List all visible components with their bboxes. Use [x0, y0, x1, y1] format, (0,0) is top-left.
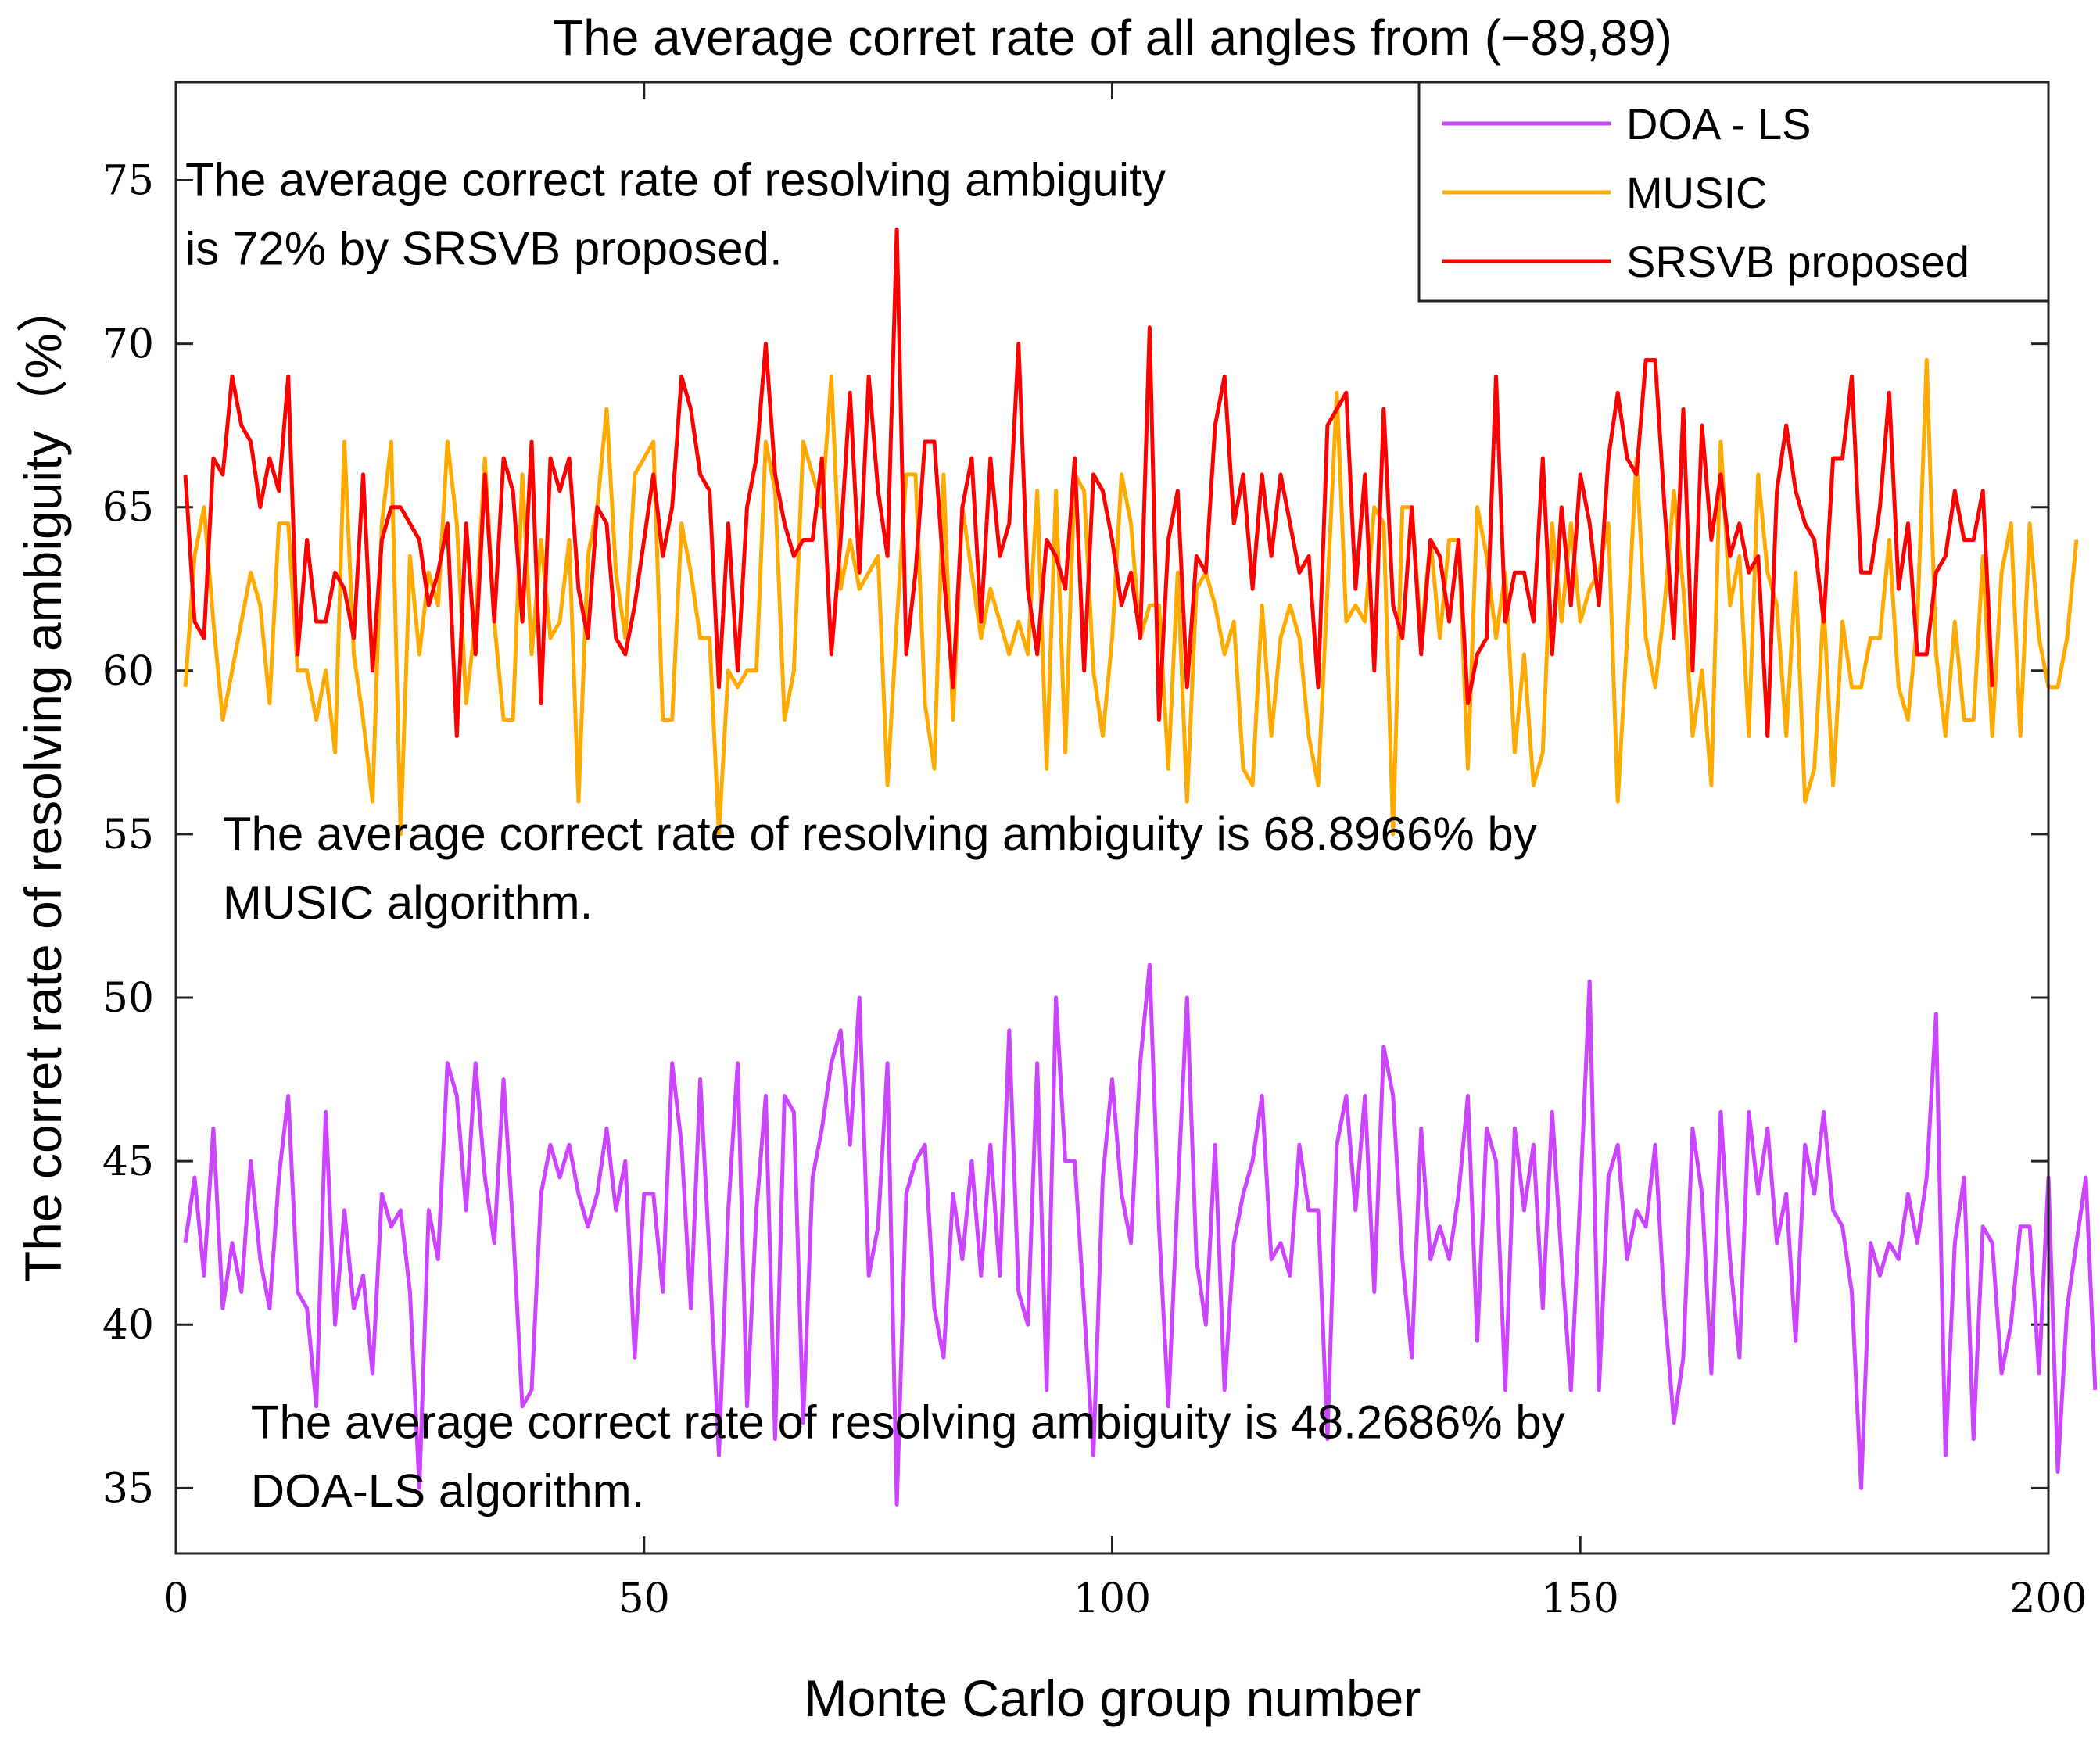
axis-ticks: 0 50 100 150 200 35 40 45 50 55 60 65 70 75	[102, 82, 2087, 1622]
legend-label: MUSIC	[1626, 168, 1767, 217]
series-lines	[183, 227, 2098, 1507]
y-tick-label: 70	[102, 321, 154, 368]
y-tick-label: 65	[102, 485, 154, 532]
plot-area-frame	[174, 81, 2050, 1555]
y-axis-label: The corret rate of resolving ambiguity（%…	[14, 281, 72, 1282]
annotations: The average correct rate of resolving am…	[185, 153, 1565, 1517]
y-tick-label: 35	[102, 1465, 154, 1512]
y-tick-label: 60	[102, 648, 154, 695]
legend: DOA - LS MUSIC SRSVB proposed	[1417, 81, 2050, 303]
legend-label: SRSVB proposed	[1626, 237, 1969, 286]
series-line-srsvb-proposed	[183, 227, 1994, 738]
annotation-1-line-1: The average correct rate of resolving am…	[185, 153, 1166, 206]
annotation-2-line-2: MUSIC algorithm.	[223, 876, 593, 929]
x-tick-label: 0	[163, 1575, 188, 1622]
y-tick-label: 45	[102, 1138, 154, 1185]
x-tick-label: 200	[2009, 1575, 2087, 1622]
y-tick-label: 50	[102, 975, 154, 1022]
annotation-3-line-1: The average correct rate of resolving am…	[251, 1396, 1565, 1449]
x-tick-label: 50	[618, 1575, 670, 1622]
x-tick-label: 150	[1542, 1575, 1619, 1622]
annotation-1-line-2: is 72% by SRSVB proposed.	[185, 222, 783, 274]
y-tick-label: 40	[102, 1302, 154, 1349]
chart-title: The average corret rate of all angles fr…	[553, 9, 1672, 66]
y-tick-label: 75	[102, 157, 154, 204]
series-line-music	[183, 358, 2079, 837]
annotation-2-line-1: The average correct rate of resolving am…	[223, 808, 1537, 860]
x-axis-label: Monte Carlo group number	[805, 1669, 1421, 1727]
series-line-doa-ls	[183, 962, 2098, 1507]
x-tick-label: 100	[1073, 1575, 1151, 1622]
annotation-3-line-2: DOA-LS algorithm.	[251, 1465, 645, 1518]
y-tick-label: 55	[102, 812, 154, 858]
legend-label: DOA - LS	[1626, 99, 1812, 149]
